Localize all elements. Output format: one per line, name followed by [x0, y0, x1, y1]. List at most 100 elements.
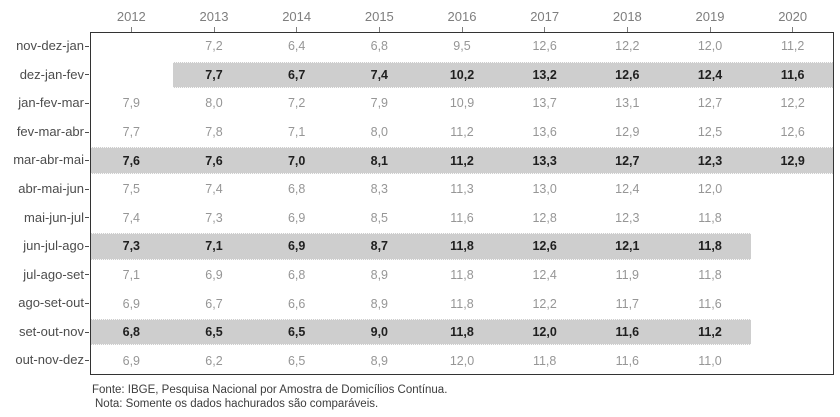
value-cell: 11,7	[615, 296, 640, 311]
value-cell: 11,6	[450, 210, 474, 225]
value-cell: 11,8	[450, 267, 474, 282]
row-values: 7,9 8,0 7,2 7,9 10,9 13,7 13,1 12,7 12,2	[90, 89, 834, 118]
y-axis-tick	[85, 102, 89, 104]
value-cell: 7,1	[205, 239, 223, 254]
value-cell: 13,1	[615, 96, 640, 111]
value-cell: 7,3	[205, 210, 223, 225]
row-label: out-nov-dez	[15, 352, 84, 368]
value-cell: 6,5	[287, 353, 306, 368]
value-cell: 8,1	[370, 153, 389, 168]
value-cell: 12,6	[780, 125, 805, 140]
value-cell: 12,4	[532, 267, 557, 282]
value-cell: 6,9	[122, 353, 141, 368]
table-row: 7,1 6,9 6,8 8,9 11,8 12,4 11,9 11,8	[90, 261, 834, 290]
row-label: mai-jun-jul	[24, 209, 84, 225]
value-cell: 8,5	[370, 210, 389, 225]
row-values: 7,7 7,8 7,1 8,0 11,2 13,6 12,9 12,5 12,6	[90, 118, 834, 147]
row-values: 6,9 6,7 6,6 8,9 11,8 12,2 11,7 11,6	[90, 289, 834, 318]
table-row: 7,2 6,4 6,8 9,5 12,6 12,2 12,0 11,2	[90, 32, 834, 61]
x-axis-tick	[792, 27, 794, 32]
year-label: 2019	[695, 9, 725, 24]
table-row: 7,6 7,6 7,0 8,1 11,2 13,3 12,7 12,3 12,9	[90, 146, 834, 175]
year-label: 2013	[199, 9, 229, 24]
value-cell: 12,8	[532, 210, 557, 225]
y-axis-tick	[85, 360, 89, 362]
value-cell: 7,8	[205, 125, 223, 140]
value-cell: 12,0	[532, 325, 557, 340]
value-cell: 11,2	[780, 39, 805, 54]
value-cell: 11,8	[450, 239, 474, 254]
value-cell: 11,2	[450, 125, 474, 140]
value-cell: 10,2	[449, 67, 475, 82]
year-label: 2012	[116, 9, 146, 24]
x-axis-tick	[213, 27, 215, 32]
value-cell: 8,0	[370, 125, 389, 140]
highlight-band	[90, 318, 752, 346]
row-label: fev-mar-abr	[16, 123, 84, 139]
value-cell: 7,2	[205, 39, 223, 54]
value-cell: 7,7	[205, 67, 223, 82]
table-row: 6,9 6,2 6,5 8,9 12,0 11,8 11,6 11,0	[90, 346, 834, 375]
value-cell: 12,4	[615, 182, 640, 197]
value-cell: 11,8	[450, 325, 474, 340]
value-cell: 11,0	[698, 353, 722, 368]
highlight-band	[172, 61, 834, 89]
value-cell: 13,7	[532, 96, 557, 111]
value-cell: 12,9	[615, 125, 640, 140]
value-cell: 6,9	[287, 210, 306, 225]
table-row: 7,7 6,7 7,4 10,2 13,2 12,6 12,4 11,6	[90, 61, 834, 90]
value-cell: 11,9	[615, 267, 640, 282]
value-cell: 10,9	[449, 96, 475, 111]
y-axis-tick	[85, 331, 89, 333]
value-cell: 7,0	[287, 153, 306, 168]
value-cell: 12,7	[697, 96, 723, 111]
value-cell: 7,9	[122, 96, 141, 111]
value-cell: 6,4	[287, 39, 306, 54]
value-cell: 6,8	[370, 39, 389, 54]
value-cell: 7,2	[287, 96, 306, 111]
value-cell: 11,2	[698, 325, 722, 340]
value-cell: 6,8	[287, 182, 306, 197]
value-cell: 13,3	[532, 153, 557, 168]
x-axis-tick	[544, 27, 546, 32]
x-axis-tick	[626, 27, 628, 32]
value-cell: 7,9	[370, 96, 389, 111]
row-label: set-out-nov	[18, 323, 84, 339]
value-cell: 12,9	[780, 153, 805, 168]
value-cell: 11,6	[780, 67, 805, 82]
value-cell: 8,7	[370, 239, 389, 254]
year-label: 2014	[282, 9, 312, 24]
value-cell: 6,8	[122, 325, 141, 340]
table-row: 6,9 6,7 6,6 8,9 11,8 12,2 11,7 11,6	[90, 289, 834, 318]
value-cell: 13,0	[532, 182, 557, 197]
row-values: 7,4 7,3 6,9 8,5 11,6 12,8 12,3 11,8	[90, 204, 834, 233]
year-label: 2020	[778, 9, 808, 24]
year-label: 2015	[364, 9, 394, 24]
source-note: Fonte: IBGE, Pesquisa Nacional por Amost…	[92, 384, 448, 396]
table-row: 7,7 7,8 7,1 8,0 11,2 13,6 12,9 12,5 12,6	[90, 118, 834, 147]
value-cell: 11,6	[615, 325, 640, 340]
value-cell: 6,9	[287, 239, 306, 254]
value-cell: 7,6	[205, 153, 223, 168]
value-cell: 11,8	[698, 239, 722, 254]
value-cell: 12,2	[780, 96, 805, 111]
row-label: ago-set-out	[18, 295, 84, 311]
value-cell: 12,2	[532, 296, 557, 311]
value-cell: 7,1	[122, 267, 141, 282]
value-cell: 6,9	[122, 296, 141, 311]
y-axis-tick	[85, 274, 89, 276]
table-row: 7,5 7,4 6,8 8,3 11,3 13,0 12,4 12,0	[90, 175, 834, 204]
value-cell: 6,7	[205, 296, 223, 311]
y-axis-tick	[85, 131, 89, 133]
value-cell: 6,5	[205, 325, 223, 340]
year-label: 2018	[612, 9, 642, 24]
row-values: 7,3 7,1 6,9 8,7 11,8 12,6 12,1 11,8	[90, 232, 834, 261]
highlight-band	[90, 233, 752, 260]
row-values: 6,8 6,5 6,5 9,0 11,8 12,0 11,6 11,2	[90, 318, 834, 347]
table-row: 7,4 7,3 6,9 8,5 11,6 12,8 12,3 11,8	[90, 204, 834, 233]
value-cell: 12,3	[697, 153, 723, 168]
table-row: 6,8 6,5 6,5 9,0 11,8 12,0 11,6 11,2	[90, 318, 834, 347]
x-axis-tick	[130, 27, 132, 32]
value-cell: 8,3	[370, 182, 389, 197]
value-cell: 12,6	[532, 39, 557, 54]
